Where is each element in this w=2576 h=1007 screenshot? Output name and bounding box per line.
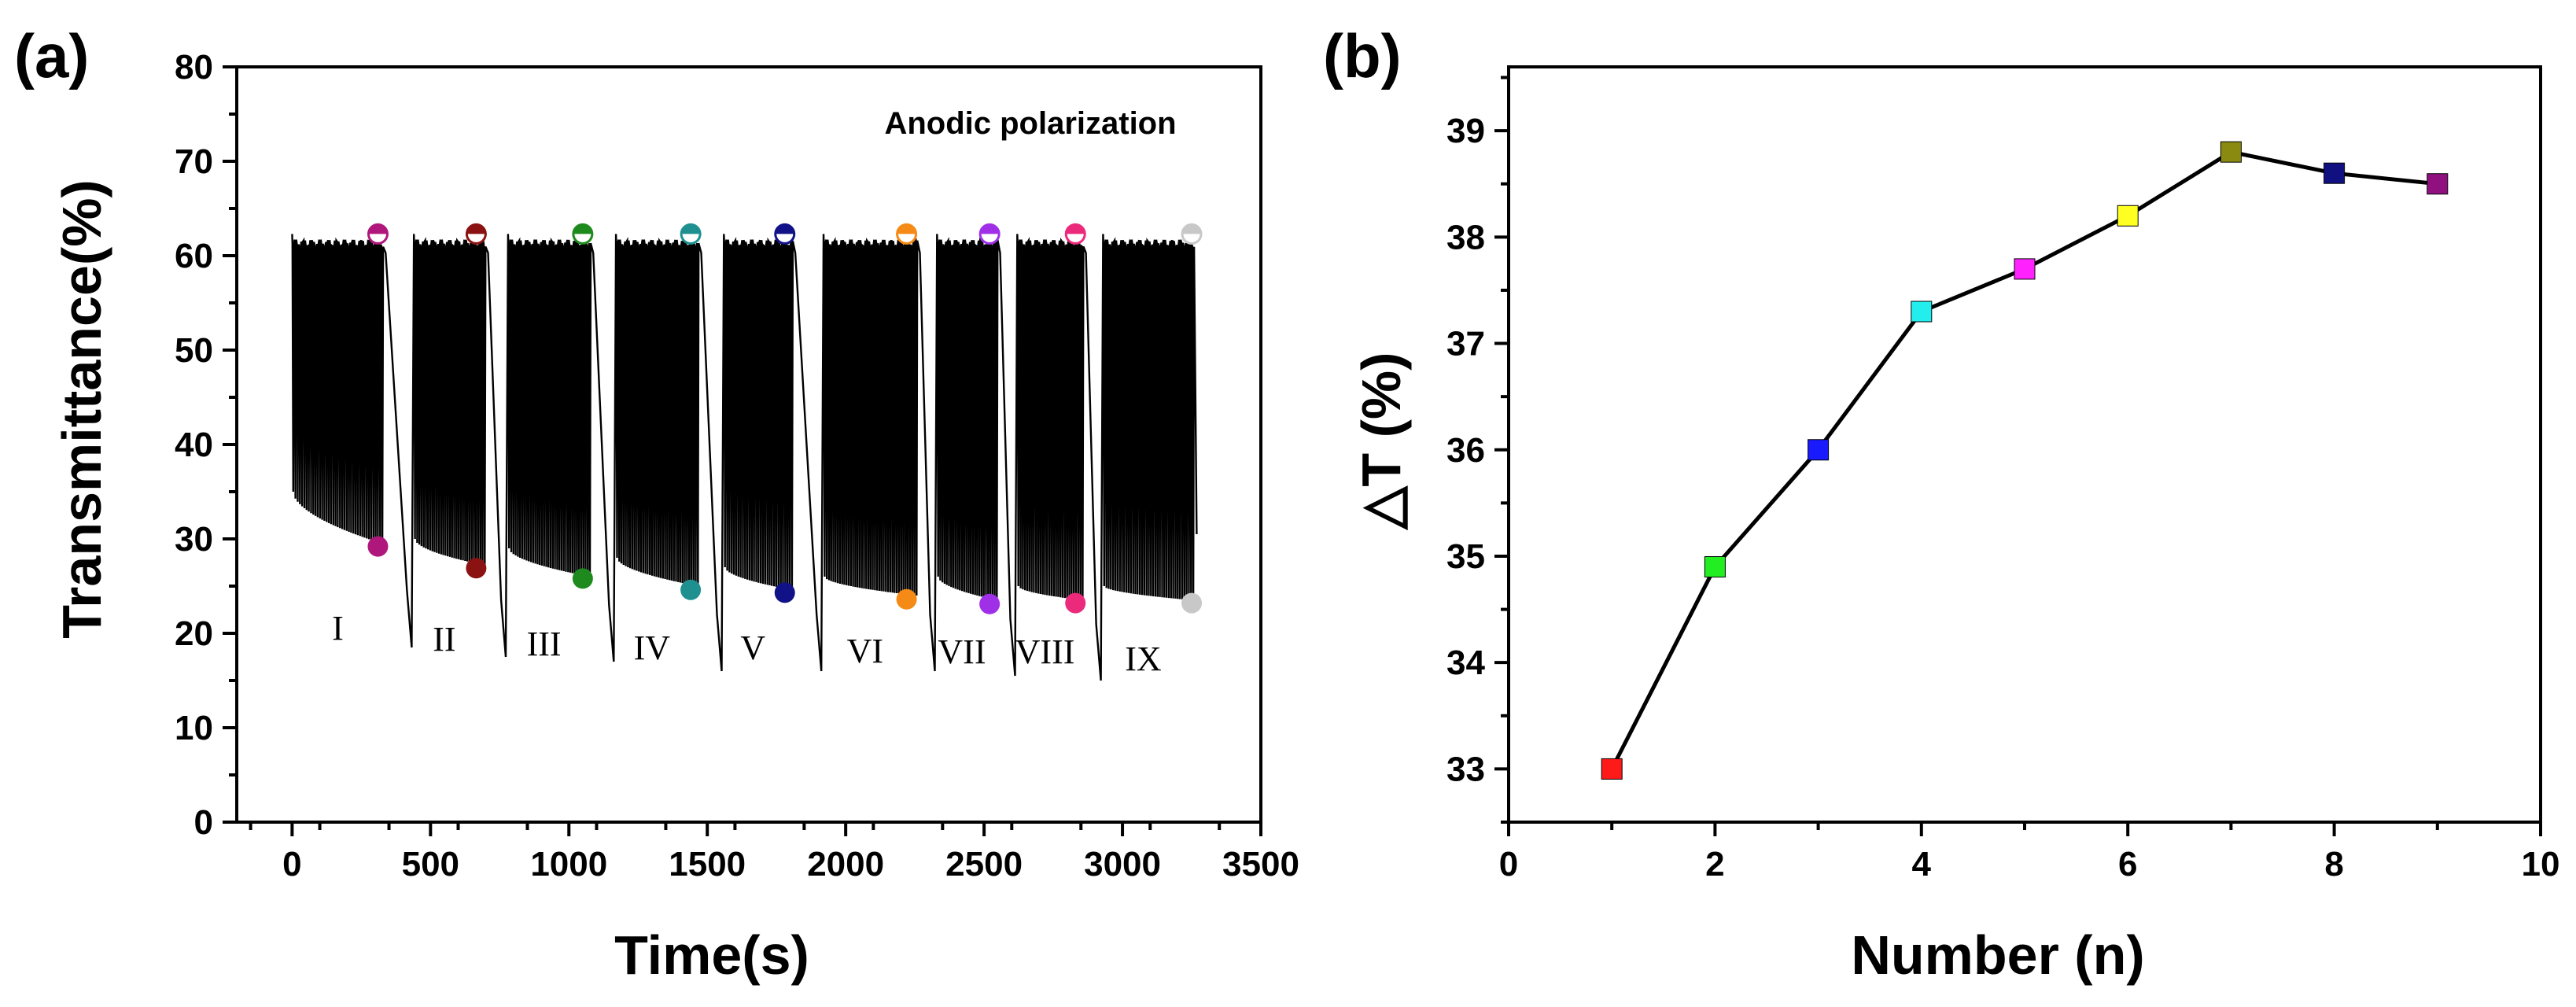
data-point: [2117, 205, 2139, 227]
x-tick-label: 3000: [1084, 845, 1161, 883]
colored-marker: [1065, 592, 1086, 614]
panel-b-ticks: 0 2 4 6 8 10 33 34 35 36 37 38 39: [1446, 76, 2560, 883]
colored-marker: [979, 593, 1001, 614]
stage-label: VII: [938, 633, 986, 671]
data-point: [2014, 258, 2036, 280]
y-tick-label: 35: [1446, 537, 1485, 576]
bleached-marker-fill: [775, 224, 794, 234]
panel-a-ticks: 0 500 1000 1500 2000 2500 3000 3500 0 10 20 30 40 50 6…: [175, 48, 1299, 883]
bleached-marker-fill: [980, 224, 1000, 234]
bleached-marker-fill: [1066, 224, 1085, 234]
stage-label: II: [433, 620, 455, 658]
y-tick-label: 33: [1446, 750, 1485, 788]
stage-label: IX: [1125, 640, 1161, 678]
bleached-marker-fill: [681, 224, 701, 234]
colored-marker: [367, 536, 389, 557]
x-tick-label: 2000: [807, 845, 884, 883]
panel-b-frame: [1507, 65, 2542, 824]
colored-marker: [572, 568, 593, 589]
x-tick-label: 10: [2522, 845, 2560, 883]
stage-label: III: [527, 625, 562, 663]
x-tick-label: 0: [282, 845, 301, 883]
panel-b-ylabel: △T (%): [1351, 352, 1412, 531]
data-point: [1704, 555, 1726, 577]
colored-marker: [680, 579, 702, 600]
x-tick-label: 8: [2324, 845, 2343, 883]
bleached-marker-fill: [897, 224, 916, 234]
bleached-marker-fill: [1182, 224, 1202, 234]
panel-a-label: (a): [14, 21, 89, 90]
panel-b-xlabel: Number (n): [1851, 924, 2144, 986]
y-tick-label: 36: [1446, 431, 1485, 470]
panel-b-points: [1601, 141, 2449, 780]
stage-label: VI: [847, 632, 883, 670]
stage-label: VIII: [1015, 633, 1075, 671]
colored-marker: [896, 588, 917, 610]
x-tick-label: 0: [1499, 845, 1518, 883]
bleached-marker-fill: [368, 224, 388, 234]
y-tick-label: 50: [175, 331, 213, 370]
panel-a: (a) Transmittance(%) Time(s) Anodic pola…: [14, 21, 1299, 986]
panel-b-label: (b): [1323, 21, 1402, 90]
data-point: [1808, 439, 1830, 461]
data-point: [1911, 301, 1933, 323]
y-tick-label: 70: [175, 142, 213, 181]
panel-b: (b) △T (%) Number (n) 0 2 4 6 8 10 33 34 35 36 37 3…: [1323, 21, 2559, 986]
panel-a-stage-labels: I II III IV V VI VII VIII IX: [332, 609, 1162, 678]
stage-label: I: [332, 609, 344, 647]
x-tick-label: 3500: [1222, 845, 1299, 883]
colored-marker: [1181, 592, 1203, 614]
data-point: [2427, 173, 2449, 195]
panel-a-xlabel: Time(s): [614, 924, 809, 986]
y-tick-label: 30: [175, 520, 213, 559]
panel-a-series: [291, 234, 1198, 681]
y-tick-label: 40: [175, 426, 213, 464]
bleached-marker-fill: [573, 224, 592, 234]
x-tick-label: 1500: [669, 845, 746, 883]
data-point: [1601, 758, 1623, 780]
x-tick-label: 2500: [945, 845, 1023, 883]
y-tick-label: 34: [1446, 644, 1485, 682]
data-point: [2220, 141, 2242, 163]
transmittance-trace: [291, 234, 1198, 681]
y-tick-label: 38: [1446, 218, 1485, 256]
delta-t-line: [1609, 149, 2438, 770]
panel-b-series: [1609, 149, 2438, 770]
y-tick-label: 0: [194, 803, 213, 842]
x-tick-label: 1000: [530, 845, 607, 883]
panel-a-annotation: Anodic polarization: [884, 106, 1176, 141]
colored-marker: [774, 582, 795, 603]
y-tick-label: 60: [175, 237, 213, 275]
panel-a-frame: [235, 65, 1262, 824]
y-tick-label: 20: [175, 614, 213, 653]
stage-label: V: [740, 629, 765, 667]
colored-marker: [466, 558, 487, 579]
x-tick-label: 4: [1912, 845, 1932, 883]
y-tick-label: 37: [1446, 325, 1485, 363]
data-point: [2324, 162, 2346, 184]
panel-a-markers: [367, 223, 1203, 614]
x-tick-label: 500: [402, 845, 459, 883]
panel-a-ylabel: Transmittance(%): [51, 179, 112, 638]
y-tick-label: 80: [175, 48, 213, 87]
x-tick-label: 2: [1705, 845, 1724, 883]
y-tick-label: 10: [175, 709, 213, 747]
bleached-marker-fill: [466, 224, 486, 234]
y-tick-label: 39: [1446, 112, 1485, 150]
x-tick-label: 6: [2118, 845, 2137, 883]
stage-label: IV: [634, 629, 671, 667]
